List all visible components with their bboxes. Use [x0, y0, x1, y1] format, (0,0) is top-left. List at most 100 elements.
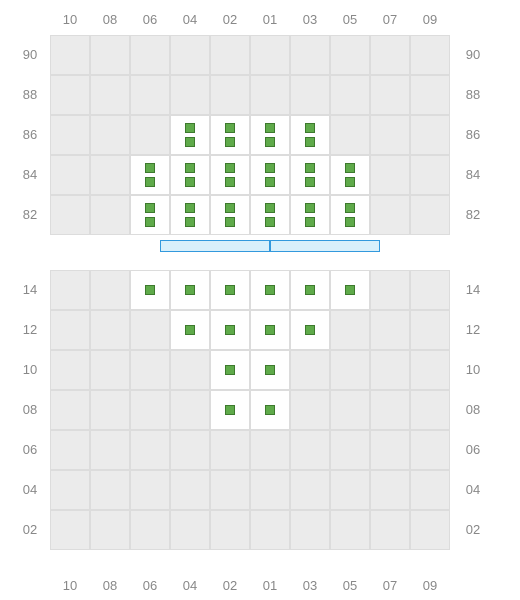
slot-open[interactable]: [330, 270, 370, 310]
occupancy-marker: [225, 123, 235, 133]
slot-blocked: [130, 310, 170, 350]
occupancy-marker: [265, 177, 275, 187]
slot-blocked: [290, 35, 330, 75]
slot-open[interactable]: [210, 350, 250, 390]
slot-open[interactable]: [290, 115, 330, 155]
slot-open[interactable]: [130, 155, 170, 195]
slot-open[interactable]: [250, 270, 290, 310]
slot-blocked: [410, 195, 450, 235]
slot-open[interactable]: [210, 115, 250, 155]
row-label: 84: [15, 167, 45, 182]
slot-open[interactable]: [210, 195, 250, 235]
slot-blocked: [130, 390, 170, 430]
slot-blocked: [50, 115, 90, 155]
slot-open[interactable]: [330, 195, 370, 235]
slot-blocked: [90, 390, 130, 430]
occupancy-marker: [225, 203, 235, 213]
row-label: 10: [458, 362, 488, 377]
occupancy-marker: [305, 163, 315, 173]
slot-open[interactable]: [210, 155, 250, 195]
row-label: 84: [458, 167, 488, 182]
occupancy-marker: [225, 217, 235, 227]
row-label: 12: [458, 322, 488, 337]
column-label: 05: [330, 578, 370, 593]
slot-open[interactable]: [130, 195, 170, 235]
row-label: 82: [15, 207, 45, 222]
slot-blocked: [210, 470, 250, 510]
slot-open[interactable]: [250, 115, 290, 155]
slot-open[interactable]: [170, 195, 210, 235]
occupancy-marker: [185, 177, 195, 187]
slot-blocked: [410, 115, 450, 155]
slot-open[interactable]: [290, 195, 330, 235]
slot-blocked: [410, 35, 450, 75]
slot-blocked: [370, 470, 410, 510]
row-label: 08: [15, 402, 45, 417]
slot-blocked: [90, 470, 130, 510]
slot-open[interactable]: [170, 115, 210, 155]
slot-blocked: [90, 350, 130, 390]
occupancy-marker: [145, 177, 155, 187]
row-label: 90: [15, 47, 45, 62]
slot-blocked: [50, 310, 90, 350]
column-label: 07: [370, 578, 410, 593]
slot-blocked: [50, 155, 90, 195]
row-label: 04: [15, 482, 45, 497]
slot-blocked: [130, 115, 170, 155]
slot-open[interactable]: [170, 155, 210, 195]
slot-open[interactable]: [290, 310, 330, 350]
row-label: 06: [458, 442, 488, 457]
slot-open[interactable]: [330, 155, 370, 195]
slot-blocked: [210, 510, 250, 550]
row-label: 88: [458, 87, 488, 102]
slot-open[interactable]: [250, 350, 290, 390]
slot-blocked: [50, 35, 90, 75]
slot-open[interactable]: [250, 310, 290, 350]
slot-blocked: [410, 470, 450, 510]
slot-blocked: [410, 510, 450, 550]
slot-blocked: [170, 75, 210, 115]
slot-open[interactable]: [250, 155, 290, 195]
slot-blocked: [370, 195, 410, 235]
occupancy-marker: [265, 123, 275, 133]
row-label: 10: [15, 362, 45, 377]
slot-open[interactable]: [130, 270, 170, 310]
occupancy-marker: [265, 285, 275, 295]
occupancy-marker: [145, 285, 155, 295]
slot-blocked: [290, 390, 330, 430]
column-label: 07: [370, 12, 410, 27]
slot-blocked: [370, 510, 410, 550]
slot-open[interactable]: [170, 270, 210, 310]
slot-blocked: [50, 430, 90, 470]
occupancy-marker: [305, 123, 315, 133]
slot-open[interactable]: [250, 195, 290, 235]
occupancy-marker: [185, 285, 195, 295]
slot-blocked: [170, 35, 210, 75]
slot-blocked: [330, 430, 370, 470]
slot-blocked: [330, 310, 370, 350]
slot-open[interactable]: [210, 270, 250, 310]
slot-blocked: [90, 195, 130, 235]
column-label: 01: [250, 578, 290, 593]
occupancy-marker: [265, 405, 275, 415]
occupancy-marker: [265, 365, 275, 375]
row-label: 14: [15, 282, 45, 297]
slot-blocked: [130, 510, 170, 550]
slot-blocked: [370, 270, 410, 310]
slot-open[interactable]: [290, 270, 330, 310]
occupancy-marker: [305, 177, 315, 187]
slot-blocked: [90, 155, 130, 195]
slot-blocked: [250, 430, 290, 470]
slot-open[interactable]: [210, 310, 250, 350]
slot-open[interactable]: [170, 310, 210, 350]
column-label: 03: [290, 578, 330, 593]
slot-open[interactable]: [250, 390, 290, 430]
slot-blocked: [290, 75, 330, 115]
slot-blocked: [50, 390, 90, 430]
row-label: 08: [458, 402, 488, 417]
slot-open[interactable]: [210, 390, 250, 430]
slot-blocked: [90, 75, 130, 115]
slot-blocked: [410, 310, 450, 350]
occupancy-marker: [345, 285, 355, 295]
slot-open[interactable]: [290, 155, 330, 195]
